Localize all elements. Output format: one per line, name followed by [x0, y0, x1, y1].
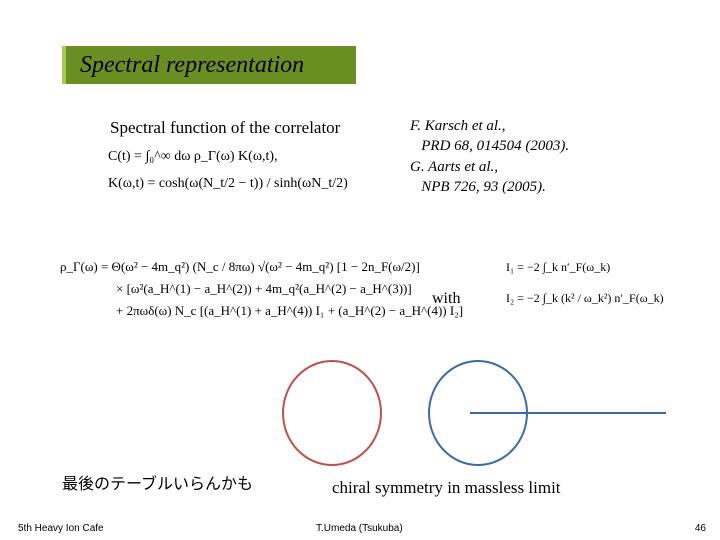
title-bar: Spectral representation — [66, 46, 356, 84]
ref-line: NPB 726, 93 (2005). — [410, 177, 569, 197]
eq-line: + 2πωδ(ω) N_c [(a_H^(1) + a_H^(4)) I₁ + … — [60, 300, 463, 322]
eq-line: I₁ = −2 ∫_k n′_F(ω_k) — [506, 252, 664, 283]
bottom-japanese-note: 最後のテーブルいらんかも — [62, 470, 253, 494]
eq-line: × [ω²(a_H^(1) − a_H^(2)) + 4m_q²(a_H^(2)… — [60, 278, 463, 300]
equation-block-spectral: ρ_Γ(ω) = Θ(ω² − 4m_q²) (N_c / 8πω) √(ω² … — [60, 256, 463, 322]
ref-line: F. Karsch et al., — [410, 116, 569, 136]
with-label: with — [432, 290, 460, 308]
annotation-ellipse — [282, 360, 382, 466]
eq-line: K(ω,t) = cosh(ω(N_t/2 − t)) / sinh(ωN_t/… — [108, 173, 348, 194]
eq-line: I₂ = −2 ∫_k (k² / ω_k²) n′_F(ω_k) — [506, 283, 664, 314]
footer-page-number: 46 — [695, 523, 706, 534]
eq-line: C(t) = ∫₀^∞ dω ρ_Γ(ω) K(ω,t), — [108, 146, 348, 167]
footer-left: 5th Heavy Ion Cafe — [18, 523, 104, 534]
slide-title: Spectral representation — [80, 52, 304, 79]
bottom-caption: chiral symmetry in massless limit — [332, 478, 561, 498]
annotation-line — [470, 412, 666, 414]
equation-block-correlator: C(t) = ∫₀^∞ dω ρ_Γ(ω) K(ω,t), K(ω,t) = c… — [108, 146, 348, 194]
references: F. Karsch et al., PRD 68, 014504 (2003).… — [410, 116, 569, 197]
subtitle: Spectral function of the correlator — [110, 118, 340, 138]
equation-side-integrals: I₁ = −2 ∫_k n′_F(ω_k) I₂ = −2 ∫_k (k² / … — [506, 252, 664, 314]
eq-line: ρ_Γ(ω) = Θ(ω² − 4m_q²) (N_c / 8πω) √(ω² … — [60, 256, 463, 278]
footer-center: T.Umeda (Tsukuba) — [316, 523, 403, 534]
ref-line: G. Aarts et al., — [410, 157, 569, 177]
ref-line: PRD 68, 014504 (2003). — [410, 136, 569, 156]
